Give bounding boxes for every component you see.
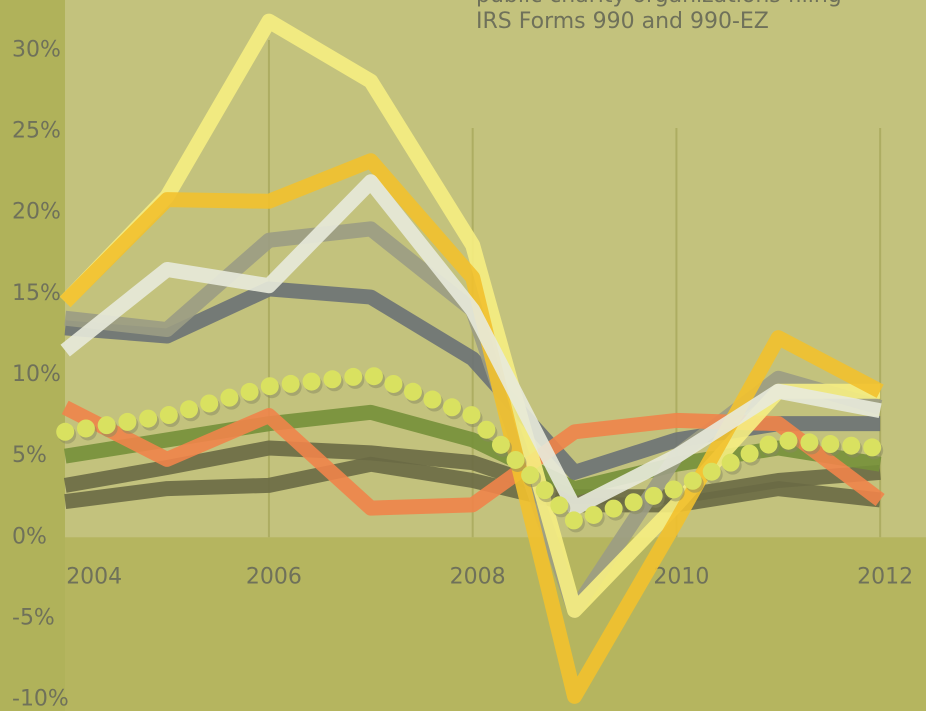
annotation: IRS Forms 990 and 990-EZ (476, 9, 769, 34)
y-tick-label: 25% (12, 118, 61, 143)
line (60, 174, 882, 516)
y-tick-label: -5% (12, 605, 55, 630)
dotted-line (56, 365, 890, 531)
y-tick-label: 20% (12, 200, 61, 225)
x-tick-label: 2008 (450, 564, 506, 589)
y-tick-label: 5% (12, 443, 47, 468)
negative-region (0, 537, 926, 711)
y-tick-label: -10% (12, 687, 69, 711)
annotation: public charity organizations filing (476, 0, 842, 8)
line (63, 440, 881, 505)
x-tick-label: 2012 (857, 564, 913, 589)
x-tick-label: 2006 (246, 564, 302, 589)
y-tick-label: 0% (12, 524, 47, 549)
line (59, 13, 881, 618)
x-tick-label: 2010 (653, 564, 709, 589)
x-tick-label: 2004 (66, 564, 122, 589)
y-tick-label: 15% (12, 281, 61, 306)
y-tick-label: 10% (12, 362, 61, 387)
line (59, 153, 884, 704)
y-tick-label: 30% (12, 37, 61, 62)
axis-strip (0, 0, 65, 711)
line (64, 456, 881, 513)
